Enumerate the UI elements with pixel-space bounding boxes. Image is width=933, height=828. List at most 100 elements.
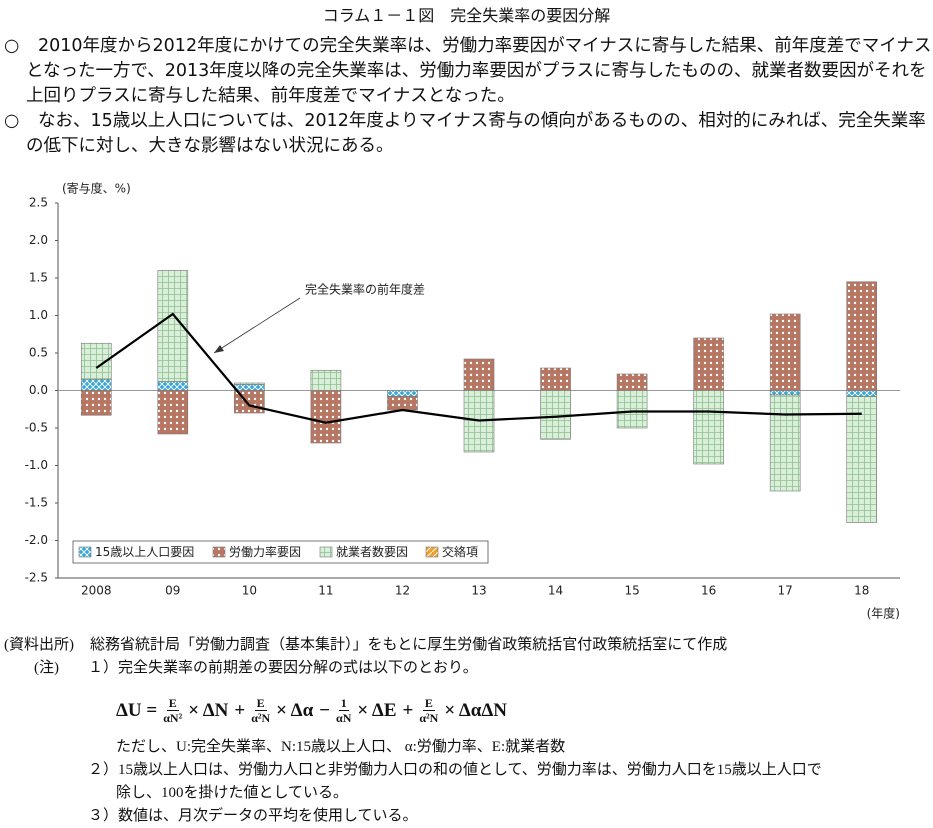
bar-segment bbox=[387, 396, 418, 411]
annotation-arrow bbox=[213, 297, 301, 354]
x-tick-label: 13 bbox=[471, 584, 486, 598]
legend-swatch bbox=[212, 546, 226, 558]
line bbox=[95, 312, 862, 424]
bar-segment bbox=[769, 390, 801, 396]
x-tick-label: 09 bbox=[165, 584, 180, 598]
x-tick-label: 14 bbox=[548, 584, 563, 598]
formula-op: + bbox=[234, 699, 246, 721]
legend-label: 交絡項 bbox=[442, 545, 478, 559]
y-tick-label: -0.5 bbox=[25, 421, 48, 435]
bar-segment bbox=[846, 396, 878, 523]
bullet-text: 2010年度から2012年度にかけての完全失業率は、労働力率要因がマイナスに寄与… bbox=[26, 36, 932, 106]
bar-segment bbox=[234, 382, 265, 385]
legend-label: 就業者数要因 bbox=[336, 544, 408, 559]
formula-var: × Δα bbox=[276, 699, 314, 721]
note-3: ３）数値は、月次データの平均を使用している。 bbox=[88, 808, 418, 824]
y-tick-label: 2.0 bbox=[29, 233, 48, 247]
note-line: ２）15歳以上人口は、労働力人口と非労働力人口の和の値として、労働力率は、労働力… bbox=[88, 762, 822, 778]
chart: (寄与度、%) (年度) 2.5 2.0 1.5 1.0 0.5 0.0 -0.5 -1.0 -… bbox=[25, 182, 900, 621]
y-tick-label: -1.0 bbox=[25, 458, 48, 472]
source-text: 総務省統計局「労働力調査（基本集計）」をもとに厚生労働省政策統括官付政策統括室に… bbox=[90, 637, 728, 653]
formula-var: × ΔαΔN bbox=[444, 699, 508, 721]
formula-op: − bbox=[319, 699, 331, 721]
x-axis-label: (年度) bbox=[867, 607, 900, 621]
bar-segment bbox=[387, 390, 418, 397]
formula-op: + bbox=[402, 699, 414, 721]
denominator: αN² bbox=[163, 710, 183, 725]
legend-swatch bbox=[425, 546, 439, 558]
bar-segment bbox=[80, 378, 112, 391]
numerator: E bbox=[422, 695, 435, 711]
definitions: ただし、U:完全失業率、N:15歳以上人口、 α:労働力率、E:就業者数 bbox=[116, 739, 566, 755]
y-tick-label: 0.0 bbox=[29, 383, 48, 397]
bar-segment bbox=[616, 373, 648, 391]
numerator: E bbox=[166, 695, 179, 711]
y-tick-label: 0.5 bbox=[29, 346, 48, 360]
legend-label: 15歳以上人口要因 bbox=[95, 545, 194, 559]
formula-var: × ΔN bbox=[188, 699, 229, 721]
bar-segment bbox=[693, 390, 724, 465]
bar-segment bbox=[540, 367, 571, 391]
denominator: α²N bbox=[419, 710, 439, 725]
bar-segment bbox=[616, 390, 648, 429]
denominator: α²N bbox=[251, 710, 271, 725]
bar-segment bbox=[463, 358, 495, 391]
source-label: (資料出所) bbox=[4, 637, 74, 653]
bar-segment bbox=[234, 384, 265, 391]
bar-segment bbox=[157, 390, 189, 435]
x-tick-label: 15 bbox=[624, 584, 639, 598]
note-text: １）完全失業率の前期差の要因分解の式は以下のとおり。 bbox=[88, 660, 478, 676]
note-label: (注) bbox=[34, 660, 59, 676]
formula-lhs: ΔU = bbox=[116, 699, 158, 721]
figure-title: コラム１－１図 完全失業率の要因分解 bbox=[322, 6, 611, 25]
bar-segment bbox=[80, 390, 112, 416]
arrow-head bbox=[214, 345, 224, 353]
source-row: (資料出所) 総務省統計局「労働力調査（基本集計）」をもとに厚生労働省政策統括官付… bbox=[4, 634, 932, 657]
formula-var: × ΔE bbox=[357, 699, 397, 721]
legend-box bbox=[72, 540, 489, 564]
y-tick-label: 1.0 bbox=[29, 308, 48, 322]
x-tick-label: 16 bbox=[701, 584, 716, 598]
y-tick-label: 1.5 bbox=[29, 271, 48, 285]
note-2: ２）15歳以上人口は、労働力人口と非労働力人口の和の値として、労働力率は、労働力… bbox=[4, 759, 932, 805]
legend-swatch bbox=[319, 546, 333, 558]
x-tick-label: 18 bbox=[854, 584, 869, 598]
bullet-text: なお、15歳以上人口については、2012年度よりマイナス寄与の傾向があるものの、… bbox=[26, 111, 926, 156]
bar-segment bbox=[846, 390, 878, 397]
legend-swatch bbox=[78, 546, 92, 558]
y-tick-label: -2.0 bbox=[25, 533, 48, 547]
x-tick-label: 12 bbox=[395, 584, 410, 598]
y-axis-label: (寄与度、%) bbox=[62, 182, 131, 196]
y-tick-label: 2.5 bbox=[29, 196, 48, 210]
bar-segment bbox=[769, 394, 801, 492]
x-tick-label: 2008 bbox=[81, 584, 112, 598]
numerator: 1 bbox=[338, 695, 349, 711]
note-row: (注) １）完全失業率の前期差の要因分解の式は以下のとおり。 bbox=[4, 657, 932, 680]
bar-segment bbox=[693, 337, 724, 391]
notes: (資料出所) 総務省統計局「労働力調査（基本集計）」をもとに厚生労働省政策統括官付… bbox=[4, 634, 932, 828]
numerator: E bbox=[254, 695, 267, 711]
bar-segment bbox=[769, 313, 801, 391]
bar-segment bbox=[540, 390, 571, 440]
y-tick-label: -2.5 bbox=[25, 571, 48, 585]
denominator: αN bbox=[336, 710, 352, 725]
note-line: 除し、100を掛けた値としている。 bbox=[116, 785, 349, 801]
bar-segment bbox=[157, 381, 189, 391]
bullet: ○ 2010年度から2012年度にかけての完全失業率は、労働力率要因がマイナスに寄… bbox=[4, 34, 932, 109]
bar-segment bbox=[310, 369, 342, 391]
x-tick-label: 17 bbox=[778, 584, 793, 598]
bar-segment bbox=[846, 281, 878, 391]
bullet: ○ なお、15歳以上人口については、2012年度よりマイナス寄与の傾向があるものの… bbox=[4, 109, 932, 159]
x-tick-label: 11 bbox=[318, 584, 333, 598]
summary: ○ 2010年度から2012年度にかけての完全失業率は、労働力率要因がマイナスに寄… bbox=[4, 34, 932, 159]
bullet-mark: ○ bbox=[4, 36, 20, 56]
bar-segment bbox=[310, 390, 342, 444]
x-tick-label: 10 bbox=[242, 584, 257, 598]
y-tick-label: -1.5 bbox=[25, 496, 48, 510]
